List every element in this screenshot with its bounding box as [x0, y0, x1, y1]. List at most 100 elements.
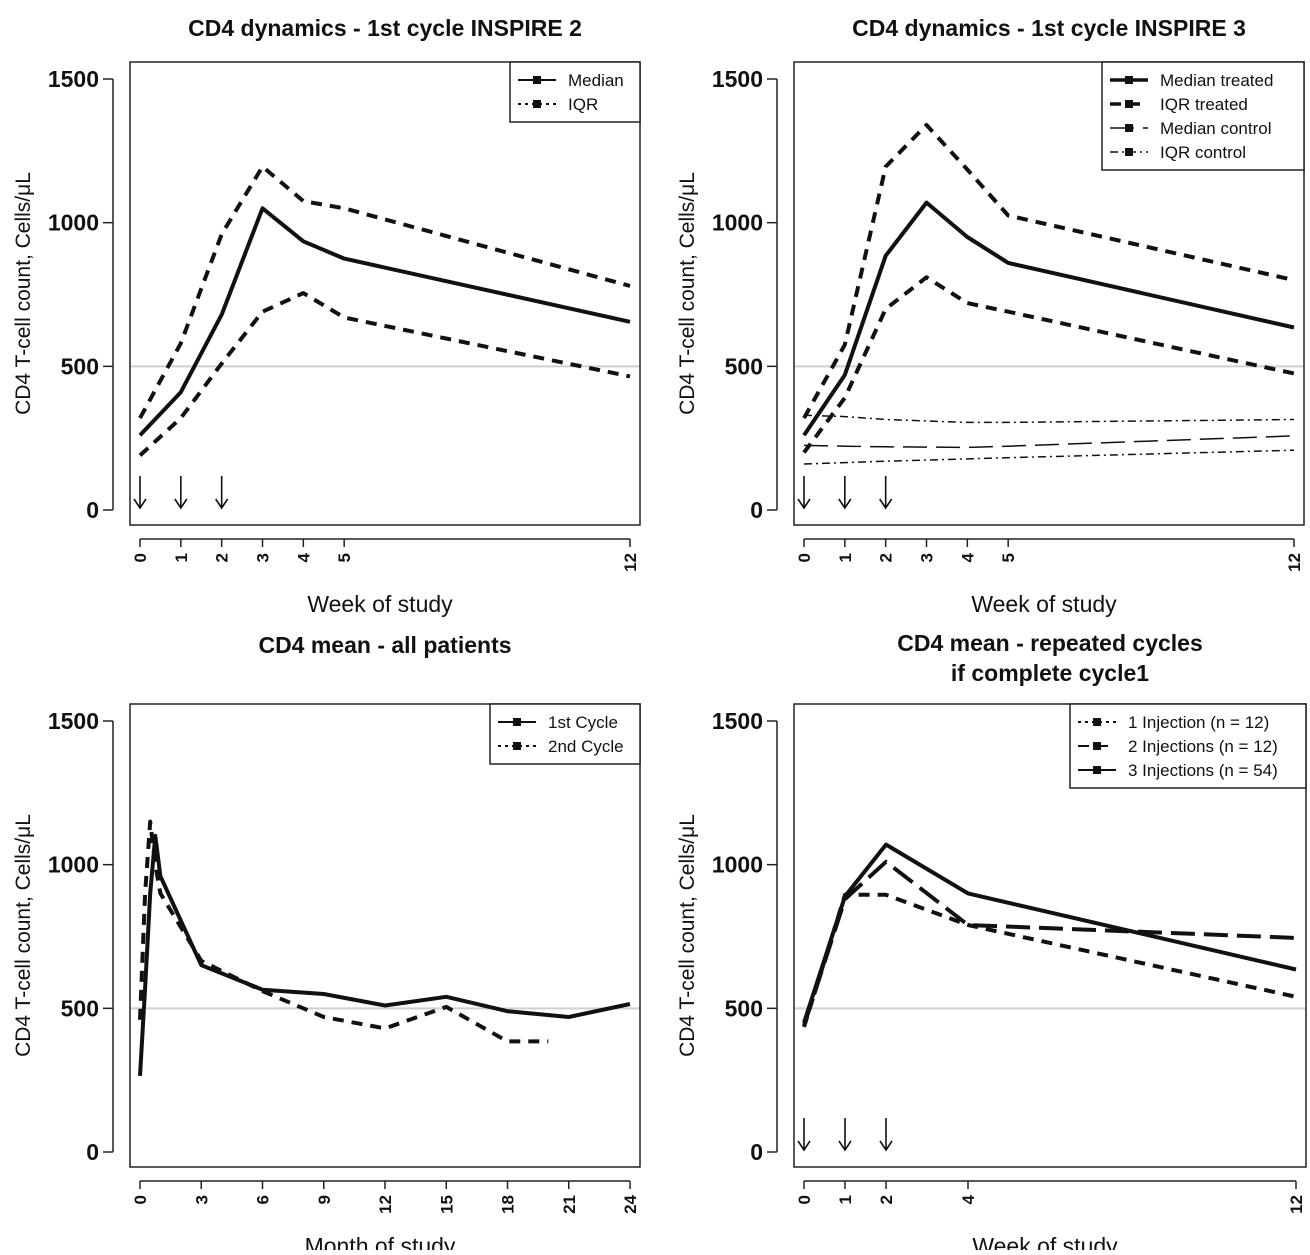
- series-line-1: [802, 892, 1297, 1028]
- x-tick-label: 21: [560, 1195, 579, 1214]
- plot-frame: [129, 61, 641, 526]
- x-tick-label: 3: [918, 553, 937, 562]
- x-tick-label: 6: [254, 1195, 273, 1204]
- legend-label: Median: [568, 71, 624, 90]
- series-line-2: [138, 164, 631, 420]
- legend-label: 2 Injections (n = 12): [1128, 737, 1278, 756]
- x-tick-label: 0: [795, 553, 814, 562]
- y-tick-label: 1000: [48, 852, 99, 878]
- legend-label: Median control: [1160, 119, 1272, 138]
- legend-box: [509, 61, 641, 123]
- plot-frame: [793, 61, 1305, 526]
- legend-marker: [513, 718, 521, 726]
- x-tick-label: 5: [999, 553, 1018, 562]
- chart-title: CD4 mean - repeated cycles: [897, 630, 1203, 656]
- injection-arrowhead: [838, 498, 852, 510]
- series-line-3: [802, 275, 1295, 454]
- series-line-3: [138, 291, 631, 457]
- x-axis-label: Week of study: [971, 591, 1117, 617]
- injection-arrowhead: [879, 1140, 893, 1152]
- y-tick-label: 1000: [48, 210, 99, 236]
- chart-subtitle: if complete cycle1: [951, 660, 1149, 686]
- x-tick-label: 12: [621, 553, 640, 572]
- legend-label: 1 Injection (n = 12): [1128, 713, 1269, 732]
- chart-title: CD4 dynamics - 1st cycle INSPIRE 2: [188, 15, 582, 41]
- legend-label: IQR control: [1160, 143, 1246, 162]
- series-line-1: [138, 206, 631, 437]
- legend-marker: [1093, 766, 1101, 774]
- legend-box: [1069, 703, 1307, 789]
- injection-arrowhead: [174, 498, 188, 510]
- y-axis-label: CD4 T-cell count, Cells/μL: [676, 172, 699, 415]
- x-tick-label: 18: [499, 1195, 518, 1214]
- y-tick-label: 0: [750, 497, 763, 523]
- series-line-2: [138, 819, 549, 1044]
- legend-marker: [513, 742, 521, 750]
- legend: 1st Cycle 2nd Cycle: [489, 703, 641, 765]
- chart-title: CD4 mean - all patients: [258, 632, 511, 658]
- legend-marker: [1125, 124, 1133, 132]
- y-tick-label: 500: [61, 353, 99, 379]
- x-tick-label: 5: [335, 553, 354, 562]
- y-axis-label: CD4 T-cell count, Cells/μL: [12, 172, 35, 415]
- legend-marker: [1093, 742, 1101, 750]
- chart-panel-1: CD4 dynamics - 1st cycle INSPIRE 2 0 500 10…: [12, 15, 641, 617]
- legend-marker: [1125, 148, 1133, 156]
- legend-label: 1st Cycle: [548, 713, 618, 732]
- series-line-3: [802, 842, 1297, 1024]
- x-tick-label: 3: [192, 1195, 211, 1204]
- y-axis-label: CD4 T-cell count, Cells/μL: [676, 814, 699, 1057]
- chart-title: CD4 dynamics - 1st cycle INSPIRE 3: [852, 15, 1246, 41]
- y-tick-label: 1500: [712, 708, 763, 734]
- y-axis-label: CD4 T-cell count, Cells/μL: [12, 814, 35, 1057]
- y-tick-label: 0: [86, 497, 99, 523]
- x-tick-label: 2: [877, 553, 896, 562]
- injection-arrowhead: [215, 498, 229, 510]
- chart-panel-4: CD4 mean - repeated cycles if complete cy…: [676, 630, 1307, 1255]
- legend: Median treated IQR treated Median control I…: [1101, 61, 1305, 171]
- y-tick-label: 1500: [48, 708, 99, 734]
- injection-arrowhead: [879, 498, 893, 510]
- chart-panel-2: CD4 dynamics - 1st cycle INSPIRE 3 0 500 10…: [676, 15, 1305, 617]
- series-line-1: [138, 833, 631, 1077]
- legend-marker: [1125, 100, 1133, 108]
- legend-label: IQR: [568, 95, 598, 114]
- y-tick-label: 500: [61, 995, 99, 1021]
- y-tick-label: 1000: [712, 210, 763, 236]
- x-tick-label: 0: [795, 1195, 814, 1204]
- y-tick-label: 1500: [48, 66, 99, 92]
- x-tick-label: 2: [213, 553, 232, 562]
- x-axis-label: Week of study: [307, 591, 453, 617]
- x-tick-label: 3: [254, 553, 273, 562]
- x-tick-label: 12: [1287, 1195, 1306, 1214]
- legend-label: 2nd Cycle: [548, 737, 624, 756]
- x-tick-label: 15: [437, 1195, 456, 1214]
- legend-label: 3 Injections (n = 54): [1128, 761, 1278, 780]
- injection-arrowhead: [133, 498, 147, 510]
- legend-marker: [533, 100, 541, 108]
- x-axis-label: Month of study: [305, 1233, 456, 1250]
- legend-marker: [1093, 718, 1101, 726]
- series-line-6: [803, 449, 1295, 465]
- plot-frame: [129, 703, 641, 1168]
- injection-arrowhead: [838, 1140, 852, 1152]
- x-axis-label: Week of study: [972, 1233, 1118, 1250]
- series-line-5: [803, 414, 1295, 424]
- x-tick-label: 4: [958, 552, 977, 562]
- x-tick-label: 12: [376, 1195, 395, 1214]
- series-line-1: [802, 200, 1295, 437]
- y-tick-label: 1000: [712, 852, 763, 878]
- legend-marker: [533, 76, 541, 84]
- legend-marker: [1125, 76, 1133, 84]
- legend: Median IQR: [509, 61, 641, 123]
- series-line-4: [803, 435, 1295, 449]
- x-tick-label: 24: [621, 1194, 640, 1213]
- plot-frame: [793, 703, 1307, 1168]
- y-tick-label: 500: [725, 353, 763, 379]
- x-tick-label: 4: [959, 1194, 978, 1204]
- y-tick-label: 500: [725, 995, 763, 1021]
- legend-label: IQR treated: [1160, 95, 1248, 114]
- chart-panel-3: CD4 mean - all patients 0 500 1000 1500 CD4 T…: [12, 632, 641, 1255]
